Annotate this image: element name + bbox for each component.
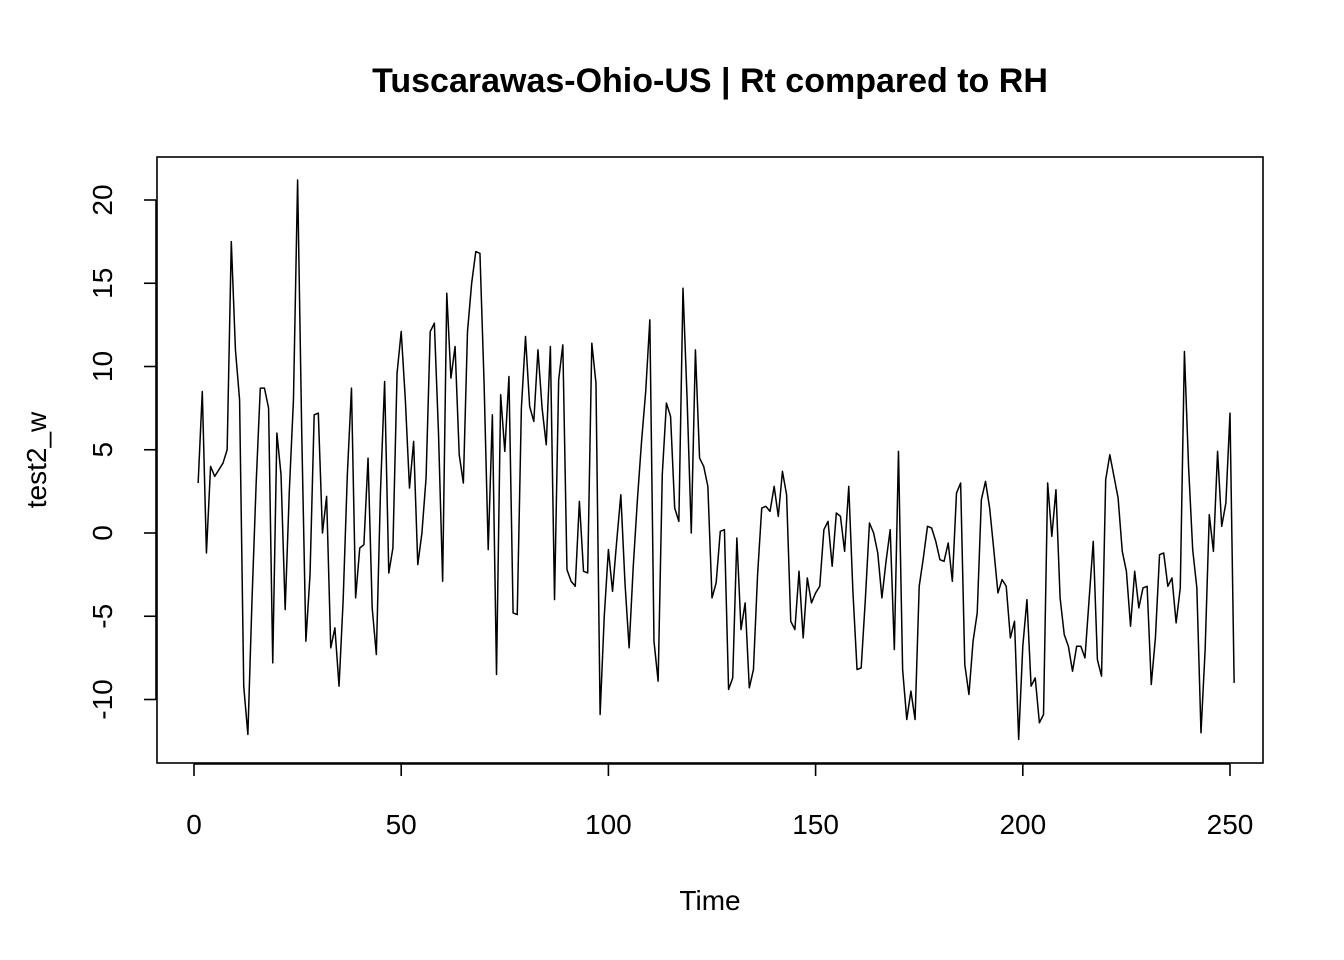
x-axis: 0 50 100 150 200 250 (186, 763, 1254, 840)
x-tick-label: 50 (386, 809, 417, 840)
x-tick-label: 250 (1207, 809, 1254, 840)
y-axis-label: test2_w (21, 411, 52, 508)
y-tick-label: -10 (87, 679, 118, 719)
y-tick-label: 10 (87, 351, 118, 382)
y-tick-label: 15 (87, 268, 118, 299)
y-tick-label: 5 (87, 442, 118, 458)
series-line (197, 179, 1235, 741)
y-axis: -10 -5 0 5 10 15 20 (87, 184, 157, 720)
x-tick-label: 200 (999, 809, 1046, 840)
x-tick-label: 100 (585, 809, 632, 840)
plot-frame (156, 156, 1264, 764)
series-layer (197, 179, 1235, 741)
chart-title: Tuscarawas-Ohio-US | Rt compared to RH (372, 62, 1048, 100)
y-tick-label: -5 (87, 604, 118, 629)
x-tick-label: 150 (792, 809, 839, 840)
y-tick-label: 20 (87, 184, 118, 215)
x-tick-label: 0 (186, 809, 202, 840)
y-tick-label: 0 (87, 525, 118, 541)
x-axis-label: Time (679, 885, 740, 916)
